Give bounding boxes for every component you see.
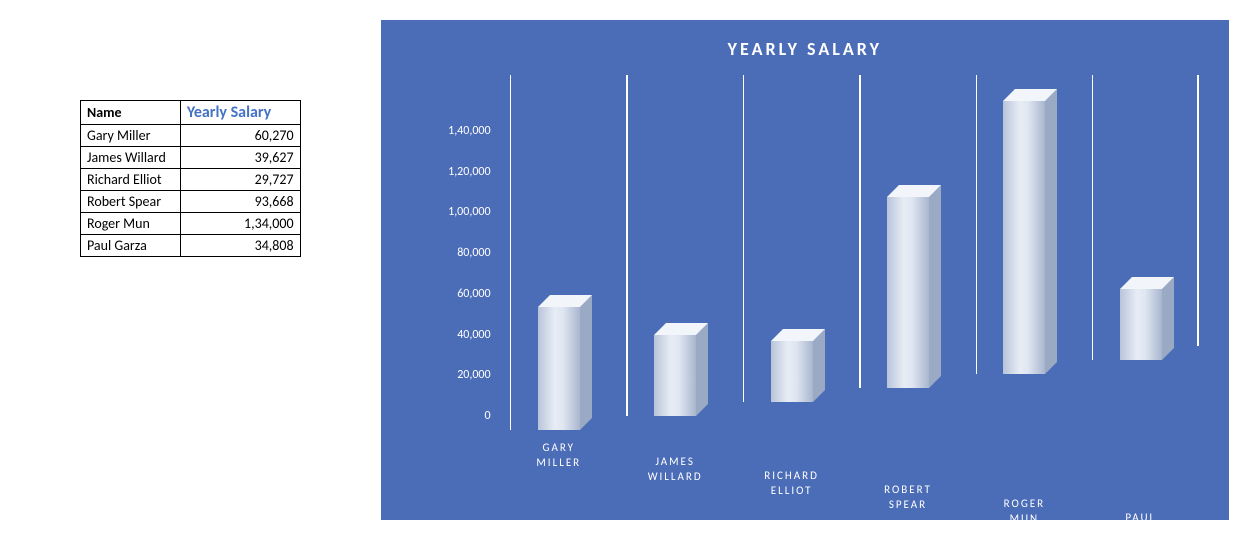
- y-axis-labels: 0 20,000 40,000 60,000 80,000 1,00,000 1,20,00…: [401, 75, 491, 430]
- cell-salary: 1,34,000: [180, 213, 300, 235]
- bar-front: [887, 197, 929, 388]
- bar-side: [1162, 277, 1174, 360]
- grid-vertical-line: [510, 75, 512, 430]
- x-tick-label: GARYMILLER: [509, 440, 609, 471]
- cell-salary: 29,727: [180, 169, 300, 191]
- cell-salary: 39,627: [180, 147, 300, 169]
- y-tick-label: 0: [401, 409, 491, 423]
- table-row: Roger Mun1,34,000: [81, 213, 301, 235]
- y-tick-label: 1,20,000: [401, 165, 491, 179]
- bars-container: [501, 75, 1199, 430]
- table-row: Robert Spear93,668: [81, 191, 301, 213]
- chart-title: YEARLY SALARY: [381, 38, 1229, 60]
- table-row: Richard Elliot29,727: [81, 169, 301, 191]
- bar-side: [813, 329, 825, 402]
- x-tick-label: JAMESWILLARD: [625, 454, 725, 485]
- y-tick-label: 20,000: [401, 368, 491, 382]
- grid-vertical-line: [1197, 75, 1199, 346]
- y-tick-label: 80,000: [401, 246, 491, 260]
- bar-side: [580, 295, 592, 430]
- table-body: Gary Miller60,270James Willard39,627Rich…: [81, 125, 301, 257]
- y-tick-label: 60,000: [401, 287, 491, 301]
- table-header-salary: Yearly Salary: [180, 101, 300, 125]
- bar-front: [1003, 101, 1045, 374]
- x-tick-label: PAULGARZA: [1091, 510, 1191, 541]
- grid-vertical-line: [859, 75, 861, 388]
- x-tick-label: RICHARDELLIOT: [742, 468, 842, 499]
- salary-table: Name Yearly Salary Gary Miller60,270Jame…: [80, 100, 301, 257]
- x-tick-label: ROGERMUN: [974, 496, 1074, 527]
- cell-salary: 93,668: [180, 191, 300, 213]
- grid-vertical-line: [626, 75, 628, 416]
- cell-name: Richard Elliot: [81, 169, 181, 191]
- grid-vertical-line: [976, 75, 978, 374]
- y-tick-label: 1,40,000: [401, 124, 491, 138]
- salary-table-container: Name Yearly Salary Gary Miller60,270Jame…: [80, 100, 301, 257]
- x-tick-label: ROBERTSPEAR: [858, 482, 958, 513]
- bar-side: [929, 185, 941, 388]
- cell-name: James Willard: [81, 147, 181, 169]
- bar-front: [654, 335, 696, 416]
- salary-chart: YEARLY SALARY 0 20,000 40,000 60,000 80,000 1…: [381, 20, 1229, 520]
- bar-front: [538, 307, 580, 430]
- cell-name: Paul Garza: [81, 235, 181, 257]
- table-row: James Willard39,627: [81, 147, 301, 169]
- cell-salary: 34,808: [180, 235, 300, 257]
- grid-vertical-line: [743, 75, 745, 402]
- y-tick-label: 40,000: [401, 328, 491, 342]
- table-row: Gary Miller60,270: [81, 125, 301, 147]
- chart-plot-area: [501, 75, 1199, 430]
- grid-vertical-line: [1092, 75, 1094, 360]
- cell-name: Roger Mun: [81, 213, 181, 235]
- cell-name: Gary Miller: [81, 125, 181, 147]
- bar-front: [1120, 289, 1162, 360]
- table-row: Paul Garza34,808: [81, 235, 301, 257]
- bar-side: [1045, 89, 1057, 374]
- cell-name: Robert Spear: [81, 191, 181, 213]
- y-tick-label: 1,00,000: [401, 205, 491, 219]
- x-axis-labels: GARYMILLER JAMESWILLARD RICHARDELLIOT ROBER…: [501, 440, 1199, 510]
- bar-front: [771, 341, 813, 402]
- bar-side: [696, 323, 708, 416]
- table-header-name: Name: [81, 101, 181, 125]
- cell-salary: 60,270: [180, 125, 300, 147]
